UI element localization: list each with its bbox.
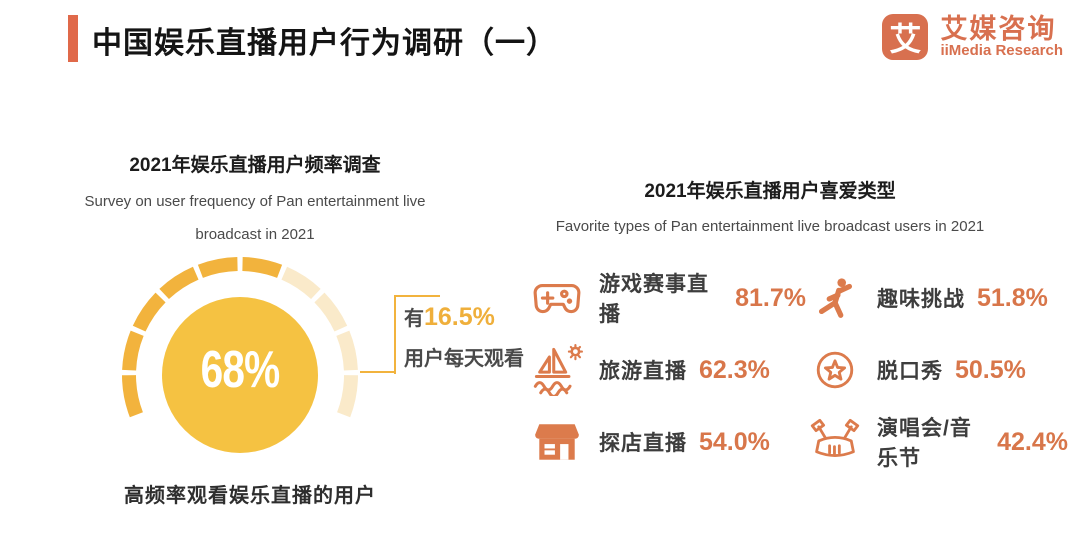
stage-icon <box>806 414 864 470</box>
annotation-line1: 有16.5% <box>404 302 574 332</box>
stat-item-store: 探店直播 54.0% <box>528 406 806 478</box>
stat-item-game: 游戏赛事直播 81.7% <box>528 262 806 334</box>
stat-item-travel: 旅游直播 62.3% <box>528 334 806 406</box>
favorite-types-grid: 游戏赛事直播 81.7% 趣味挑战 51.8% <box>528 262 1068 478</box>
stat-label: 旅游直播 <box>599 360 687 383</box>
left-subtitle-line2: broadcast in 2021 <box>195 226 315 243</box>
right-section-title: 2021年娱乐直播用户喜爱类型 <box>644 181 896 202</box>
annotation-connector-bracket <box>394 295 440 374</box>
left-section-subtitle: Survey on user frequency of Pan entertai… <box>40 185 470 251</box>
gauge-arc-svg <box>122 257 358 453</box>
iimedia-logo: 艾 艾媒咨询 iiMedia Research <box>882 14 1063 60</box>
iimedia-logo-icon: 艾 <box>882 14 929 60</box>
stat-item-challenge: 趣味挑战 51.8% <box>806 262 1068 334</box>
annotation-line2: 用户每天观看 <box>404 348 524 370</box>
stat-label: 演唱会/音乐节 <box>877 417 972 470</box>
stat-value: 50.5% <box>955 355 1026 384</box>
runner-icon <box>806 270 864 326</box>
stat-item-talkshow: 脱口秀 50.5% <box>806 334 1068 406</box>
left-section-title: 2021年娱乐直播用户频率调查 <box>129 155 381 176</box>
stat-label: 趣味挑战 <box>877 288 965 311</box>
stat-label: 游戏赛事直播 <box>599 273 709 326</box>
gamepad-icon <box>528 270 586 326</box>
annotation-connector-stub <box>360 371 394 373</box>
sailboat-icon <box>528 342 586 398</box>
logo-text: 艾媒咨询 iiMedia Research <box>940 15 1063 59</box>
gauge-value: 68% <box>200 341 281 399</box>
stat-value: 51.8% <box>977 283 1048 312</box>
left-subtitle-line1: Survey on user frequency of Pan entertai… <box>84 193 426 210</box>
stat-label: 脱口秀 <box>877 360 943 383</box>
logo-name-en: iiMedia Research <box>940 42 1063 60</box>
stat-value: 54.0% <box>699 427 770 456</box>
gauge-annotation: 有16.5% 用户每天观看 <box>404 302 574 371</box>
gauge-chart: 68% <box>118 252 368 500</box>
stat-value: 81.7% <box>735 283 806 312</box>
logo-name-cn: 艾媒咨询 <box>940 13 1057 44</box>
annotation-prefix: 有 <box>404 308 424 330</box>
star-badge-icon <box>806 342 864 398</box>
annotation-value: 16.5% <box>424 303 495 331</box>
title-accent-bar <box>68 15 78 62</box>
page-title: 中国娱乐直播用户行为调研（一） <box>92 27 557 60</box>
stat-item-concert: 演唱会/音乐节 42.4% <box>806 406 1068 478</box>
stat-value: 42.4% <box>997 427 1068 456</box>
stat-label: 探店直播 <box>599 432 687 455</box>
gauge-caption: 高频率观看娱乐直播的用户 <box>124 485 376 507</box>
right-section-subtitle: Favorite types of Pan entertainment live… <box>555 218 985 235</box>
stat-value: 62.3% <box>699 355 770 384</box>
storefront-icon <box>528 414 586 470</box>
